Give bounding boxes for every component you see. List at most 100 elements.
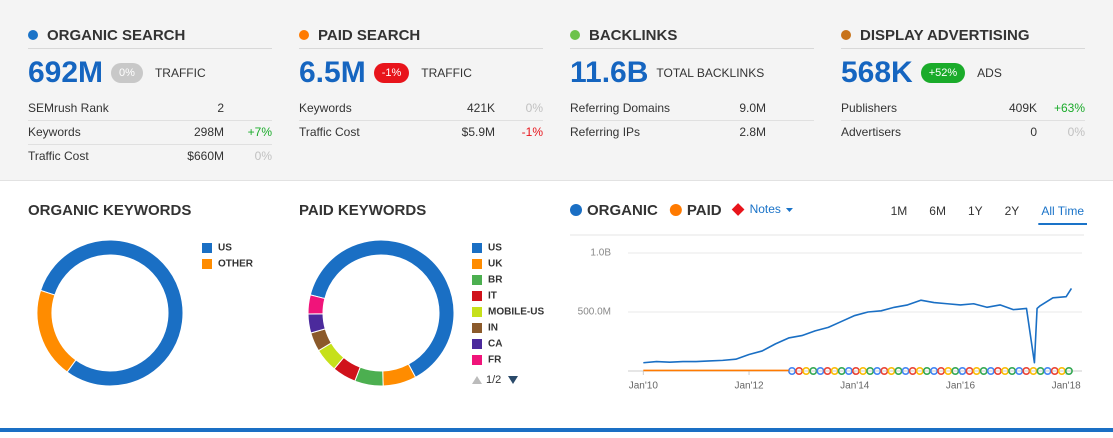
notes-link[interactable]: Notes xyxy=(750,202,781,216)
range-button[interactable]: 6M xyxy=(929,204,946,218)
legend-label: IN xyxy=(488,323,498,334)
row-value: 409K xyxy=(1008,101,1037,115)
metric-title-text: ORGANIC SEARCH xyxy=(47,27,186,44)
chart-title: PAID KEYWORDS xyxy=(299,202,426,219)
metric-row: Traffic Cost $660M 0% xyxy=(28,145,272,168)
x-tick-label: Jan'12 xyxy=(734,381,764,392)
row-change: 0% xyxy=(1067,125,1085,139)
row-change: +63% xyxy=(1053,101,1085,115)
row-value: 421K xyxy=(466,101,495,115)
bottom-border xyxy=(0,428,1113,432)
metric-unit: TRAFFIC xyxy=(154,66,206,80)
legend-swatch xyxy=(472,259,482,269)
metric-main: 692M 0% TRAFFIC xyxy=(28,49,272,97)
row-value: 298M xyxy=(193,125,224,139)
pager-prev xyxy=(472,376,482,384)
metric-dot xyxy=(299,30,309,40)
legend-swatch xyxy=(472,323,482,333)
metric-row: Referring Domains 9.0M xyxy=(570,97,814,121)
row-change: 0% xyxy=(254,149,272,163)
legend-swatch xyxy=(472,275,482,285)
legend-label: PAID xyxy=(687,202,722,219)
row-value: $5.9M xyxy=(461,125,495,139)
metric-row: Referring IPs 2.8M xyxy=(570,121,814,144)
legend-label: CA xyxy=(488,339,502,350)
x-tick-label: Jan'14 xyxy=(840,381,870,392)
notes-icon xyxy=(731,203,745,216)
metric-rows: SEMrush Rank 2 Keywords 298M +7% Traffic Cost… xyxy=(28,97,272,168)
metric-card: DISPLAY ADVERTISING 568K +52% ADS Publishers… xyxy=(841,24,1085,144)
range-button[interactable]: 2Y xyxy=(1005,204,1020,218)
metric-dot xyxy=(841,30,851,40)
legend-label: OTHER xyxy=(218,259,254,270)
legend-swatch xyxy=(472,243,482,253)
metric-row: Publishers 409K +63% xyxy=(841,97,1085,121)
metric-unit: ADS xyxy=(977,66,1002,80)
row-value: $660M xyxy=(187,149,224,163)
legend-label: BR xyxy=(488,275,503,286)
x-tick-label: Jan'10 xyxy=(629,381,659,392)
metric-row: Keywords 421K 0% xyxy=(299,97,543,121)
range-button[interactable]: All Time xyxy=(1041,204,1084,218)
row-label: SEMrush Rank xyxy=(28,101,109,115)
metric-title-text: PAID SEARCH xyxy=(318,27,421,44)
legend-label: MOBILE-US xyxy=(488,307,544,318)
row-label: Advertisers xyxy=(841,125,902,139)
pager-next[interactable] xyxy=(508,376,518,384)
x-tick-label: Jan'16 xyxy=(946,381,976,392)
metric-rows: Publishers 409K +63% Advertisers 0 0% xyxy=(841,97,1085,144)
metric-row: SEMrush Rank 2 xyxy=(28,97,272,121)
donut-segment xyxy=(36,289,77,373)
metric-row: Advertisers 0 0% xyxy=(841,121,1085,144)
metric-card: PAID SEARCH 6.5M -1% TRAFFIC Keywords 421K 0% T… xyxy=(299,24,543,144)
row-label: Keywords xyxy=(299,101,352,115)
legend-swatch xyxy=(472,291,482,301)
legend-label: ORGANIC xyxy=(587,202,658,219)
legend-swatch xyxy=(472,339,482,349)
legend-label: US xyxy=(488,243,502,254)
donut-segment xyxy=(307,294,326,315)
range-button[interactable]: 1Y xyxy=(968,204,983,218)
metric-title-text: BACKLINKS xyxy=(589,27,678,44)
range-underline xyxy=(1038,223,1087,225)
row-value: 9.0M xyxy=(739,101,766,115)
metric-rows: Keywords 421K 0% Traffic Cost $5.9M -1% xyxy=(299,97,543,144)
row-label: Keywords xyxy=(28,125,81,139)
metric-row: Traffic Cost $5.9M -1% xyxy=(299,121,543,144)
summary-panel: ORGANIC SEARCH 692M 0% TRAFFIC SEMrush Rank 2… xyxy=(0,0,1113,181)
row-label: Referring IPs xyxy=(570,125,641,139)
row-value: 0 xyxy=(1030,125,1037,139)
y-tick-label: 1.0B xyxy=(590,248,611,259)
metric-value: 692M xyxy=(28,56,104,89)
legend-label: FR xyxy=(488,355,502,366)
series-line xyxy=(643,287,1073,364)
legend-swatch xyxy=(472,307,482,317)
chart-title: ORGANIC KEYWORDS xyxy=(28,202,191,219)
legend-swatch xyxy=(202,243,212,253)
metric-title: BACKLINKS xyxy=(570,24,814,49)
legend-dot xyxy=(570,204,582,216)
metric-badge: +52% xyxy=(920,63,966,83)
row-label: Referring Domains xyxy=(570,101,671,115)
donut-segment xyxy=(382,363,417,387)
metric-title: PAID SEARCH xyxy=(299,24,543,49)
metric-main: 568K +52% ADS xyxy=(841,49,1085,97)
donut-segment xyxy=(307,313,326,334)
row-label: Publishers xyxy=(841,101,898,115)
x-tick-label: Jan'18 xyxy=(1052,381,1082,392)
range-button[interactable]: 1M xyxy=(891,204,908,218)
row-label: Traffic Cost xyxy=(28,149,89,163)
metric-unit: TRAFFIC xyxy=(421,66,472,80)
metric-card: BACKLINKS 11.6B TOTAL BACKLINKS Referring D… xyxy=(570,24,814,144)
legend-swatch xyxy=(202,259,212,269)
metric-rows: Referring Domains 9.0M Referring IPs 2.8M xyxy=(570,97,814,144)
metric-value: 568K xyxy=(841,56,913,89)
y-tick-label: 500.0M xyxy=(578,307,611,318)
row-value: 2.8M xyxy=(739,125,766,139)
notes-caret xyxy=(785,208,793,212)
note-marker xyxy=(1064,366,1073,375)
metric-dot xyxy=(28,30,38,40)
legend-label: US xyxy=(218,243,232,254)
